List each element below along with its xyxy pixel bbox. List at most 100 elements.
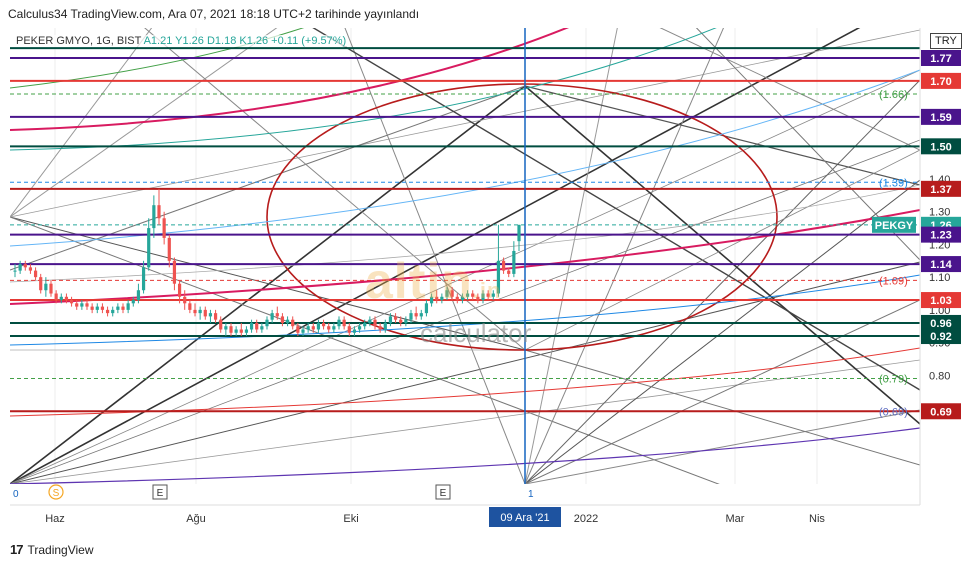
candle-body	[100, 306, 105, 310]
price-tag-box	[872, 216, 916, 233]
candle	[450, 286, 454, 301]
candle-body	[193, 309, 197, 314]
candle	[208, 309, 213, 323]
candle-body	[285, 319, 290, 323]
candle-body	[465, 293, 470, 297]
candle	[85, 300, 89, 310]
candle	[476, 293, 480, 304]
candle-body	[481, 293, 485, 301]
candle	[275, 306, 279, 320]
candle	[404, 316, 408, 327]
candle	[455, 293, 459, 304]
candle	[342, 316, 346, 330]
candle-body	[111, 309, 115, 314]
candle	[183, 290, 187, 310]
candle	[378, 322, 382, 333]
price-tag-label: 1.50	[930, 141, 951, 153]
candle	[419, 309, 423, 320]
tradingview-footer[interactable]: 17 TradingView	[10, 542, 94, 557]
price-tag-box	[921, 226, 961, 243]
candle-body	[486, 293, 490, 297]
arc-curve	[10, 28, 305, 89]
candle	[105, 306, 110, 317]
price-tag-box	[921, 50, 961, 66]
candle	[388, 313, 393, 327]
candle-body	[357, 326, 362, 330]
candle-body	[363, 322, 367, 327]
event-marker: E	[152, 484, 168, 500]
candle-body	[188, 303, 192, 310]
candle	[409, 309, 413, 323]
candle	[59, 293, 63, 304]
x-tick-label: Eki	[343, 513, 358, 525]
candle-body	[496, 260, 501, 294]
price-tag-label: 0.92	[930, 331, 951, 343]
candle	[249, 319, 254, 333]
candle-body	[512, 250, 516, 274]
candle-body	[198, 309, 202, 314]
candle-body	[378, 326, 382, 330]
candle-body	[13, 270, 17, 272]
candle	[424, 300, 429, 317]
price-tag-label: 1.59	[930, 112, 951, 124]
candle-body	[419, 313, 423, 317]
candle-body	[121, 306, 125, 310]
price-level-tag: 1.03	[921, 292, 961, 309]
candle	[23, 260, 27, 271]
arc-curve	[10, 28, 717, 151]
candle-body	[301, 329, 305, 333]
trend-line	[10, 359, 920, 484]
candle	[368, 316, 372, 327]
trend-line	[524, 179, 920, 484]
candle-body	[234, 329, 238, 333]
candle-body	[59, 296, 63, 301]
candle-body	[177, 283, 182, 297]
candle	[255, 319, 259, 333]
candle-body	[105, 309, 110, 314]
candle-body	[332, 326, 336, 330]
candle-body	[383, 322, 387, 330]
candle-body	[95, 306, 99, 310]
symbol-price-tag: PEKGY	[872, 216, 916, 233]
event-marker: S	[48, 484, 64, 500]
candle-body	[152, 205, 156, 229]
candle-body	[49, 283, 53, 294]
fib-level-label: (0.79)	[879, 374, 908, 386]
price-tag-label: 1.77	[930, 53, 951, 65]
candle	[177, 280, 182, 304]
candle	[49, 280, 53, 297]
trend-line	[10, 28, 278, 218]
candle-body	[136, 290, 141, 301]
candle	[512, 241, 516, 278]
candle	[471, 290, 475, 301]
candle-body	[440, 296, 444, 301]
candle-body	[39, 277, 43, 291]
arc-curve	[10, 274, 920, 346]
candle	[188, 300, 192, 314]
candle	[311, 322, 315, 333]
candle-body	[157, 205, 161, 219]
candle	[357, 322, 362, 333]
candle	[126, 300, 130, 314]
candle	[28, 264, 33, 274]
candle-body	[147, 228, 151, 268]
candle-body	[18, 264, 22, 271]
candle-body	[409, 313, 413, 320]
candle-body	[352, 329, 357, 333]
trend-line	[524, 28, 618, 484]
currency-badge[interactable]: TRY	[930, 33, 962, 49]
trend-line	[10, 29, 920, 218]
candle-body	[23, 264, 27, 268]
candle	[224, 322, 228, 337]
candle	[414, 306, 418, 320]
trend-line	[524, 409, 920, 484]
price-level-tag: 0.92	[921, 328, 961, 345]
candle-body	[455, 296, 459, 301]
candle	[393, 313, 398, 323]
candle-body	[255, 322, 259, 330]
candle-body	[311, 326, 315, 330]
trend-line	[10, 28, 153, 218]
candle-body	[424, 303, 429, 314]
candle-body	[203, 309, 207, 317]
